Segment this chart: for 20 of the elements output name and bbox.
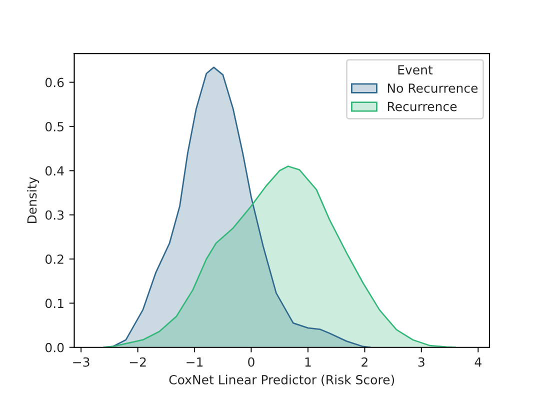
legend-title: Event bbox=[398, 65, 433, 75]
x-tick-label: −1 bbox=[186, 357, 203, 367]
x-tick-label: 3 bbox=[418, 357, 424, 367]
x-axis-title: CoxNet Linear Predictor (Risk Score) bbox=[169, 374, 394, 386]
x-tick-label: 4 bbox=[474, 357, 482, 367]
x-tick-label: 0 bbox=[248, 357, 254, 367]
x-tick-label: −2 bbox=[130, 357, 146, 367]
y-tick-label: 0.3 bbox=[45, 210, 64, 220]
y-tick-label: 0.0 bbox=[45, 342, 64, 352]
x-tick-label: 1 bbox=[305, 357, 311, 367]
x-tick-label: 2 bbox=[362, 357, 368, 367]
x-tick-label: −3 bbox=[73, 357, 90, 367]
legend-label: Recurrence bbox=[388, 102, 457, 112]
y-tick-label: 0.2 bbox=[45, 254, 64, 264]
legend-label: No Recurrence bbox=[388, 84, 478, 93]
y-axis-title: Density bbox=[26, 177, 40, 224]
y-tick-label: 0.4 bbox=[45, 166, 64, 176]
y-tick-label: 0.5 bbox=[45, 122, 64, 132]
y-tick-label: 0.6 bbox=[45, 78, 64, 88]
y-tick-label: 0.1 bbox=[45, 298, 64, 308]
